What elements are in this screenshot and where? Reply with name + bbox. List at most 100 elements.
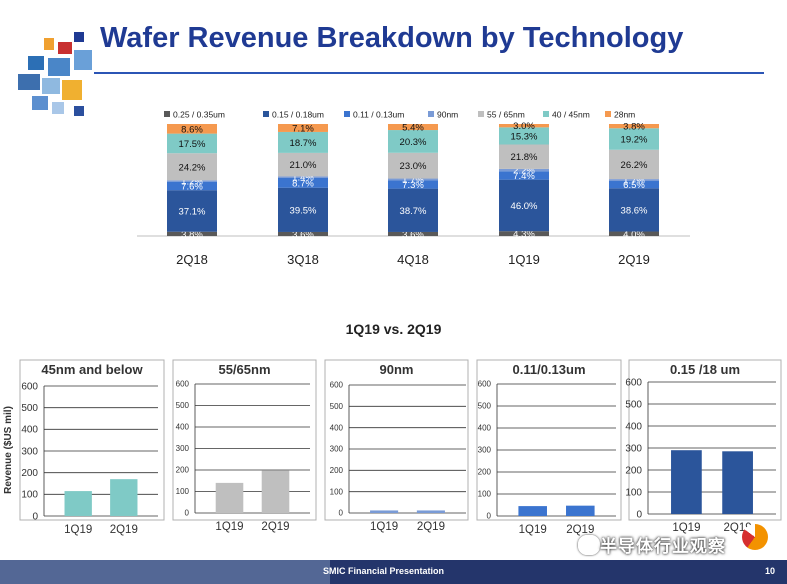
stacked-segment (167, 180, 217, 182)
stacked-segment (499, 127, 549, 145)
segment-data-label: 46.0% (511, 201, 538, 212)
mini-chart-frame (324, 359, 469, 521)
segment-data-label: 7.4% (513, 171, 535, 182)
mini-bar (518, 506, 547, 516)
page-number: 10 (764, 566, 775, 576)
charts-canvas: 0.25 / 0.35um 0.15 / 0.18um 0.11 / 0.13um 9… (3, 110, 782, 536)
segment-data-label: 26.2% (621, 160, 648, 171)
segment-data-label: 3.6% (292, 229, 314, 240)
mini-x-tick-label: 1Q19 (215, 521, 243, 533)
mini-y-tick-label: 100 (176, 487, 190, 496)
footer-pattern (0, 560, 330, 584)
mini-x-tick-label: 1Q19 (672, 522, 700, 534)
segment-data-label: 7.1% (292, 123, 314, 134)
segment-data-label: 2.2% (513, 166, 535, 177)
mini-y-tick-label: 300 (176, 444, 190, 453)
mini-y-tick-label: 200 (478, 468, 492, 477)
category-tick-label: 2Q18 (176, 252, 208, 267)
segment-data-label: 23.0% (400, 161, 427, 172)
segment-data-label: 38.6% (621, 205, 648, 216)
legend-swatch-0 (164, 111, 170, 117)
mini-x-tick-label: 2Q19 (261, 521, 289, 533)
mini-bar (722, 451, 753, 514)
stacked-segment (278, 187, 328, 232)
segment-data-label: 1.7% (623, 176, 645, 187)
mini-bar (215, 482, 244, 513)
mini-y-tick-label: 0 (32, 511, 38, 522)
footer-text: SMIC Financial Presentation (323, 566, 445, 576)
mini-chart-frame (19, 359, 165, 521)
segment-data-label: 3.8% (181, 229, 203, 240)
stacked-segment (609, 149, 659, 180)
stacked-segment (278, 177, 328, 188)
stacked-segment (388, 178, 438, 181)
mini-y-tick-label: 400 (478, 424, 492, 433)
stacked-segment (388, 124, 438, 131)
mini-bar (64, 491, 92, 516)
stacked-segment (499, 231, 549, 236)
legend-label-2: 0.11 / 0.13um (353, 110, 404, 120)
mini-y-tick-label: 200 (625, 465, 642, 476)
segment-data-label: 8.7% (292, 178, 314, 189)
mini-y-tick-label: 100 (478, 490, 492, 499)
stacked-segment (388, 188, 438, 232)
stacked-segment (499, 179, 549, 232)
segment-data-label: 15.3% (511, 131, 538, 142)
segment-data-label: 19.2% (621, 135, 648, 146)
stacked-segment (278, 152, 328, 177)
mini-x-tick-label: 1Q19 (64, 524, 92, 536)
mini-chart-frame (172, 359, 317, 521)
stacked-segment (167, 133, 217, 154)
stacked-segment (609, 181, 659, 189)
mini-x-tick-label: 2Q19 (566, 524, 594, 536)
stacked-segment (278, 131, 328, 153)
mini-chart-title: 45nm and below (41, 362, 143, 377)
segment-data-label: 3.8% (623, 122, 645, 133)
legend-label-6: 28nm (614, 110, 635, 120)
segment-data-label: 3.0% (513, 121, 535, 132)
stacked-segment (499, 124, 549, 128)
segment-data-label: 4.3% (513, 229, 535, 240)
category-tick-label: 4Q18 (397, 252, 429, 267)
mini-y-tick-label: 200 (176, 466, 190, 475)
stacked-segment (167, 181, 217, 191)
legend-swatch-5 (543, 111, 549, 117)
mini-y-tick-label: 0 (339, 509, 344, 518)
comparison-title: 1Q19 vs. 2Q19 (345, 321, 442, 337)
stacked-segment (388, 231, 438, 236)
mini-x-tick-label: 1Q19 (519, 524, 547, 536)
mini-y-tick-label: 400 (176, 423, 190, 432)
stacked-segment (388, 180, 438, 189)
mini-y-tick-label: 200 (330, 466, 344, 475)
segment-data-label: 18.7% (290, 138, 317, 149)
mini-y-tick-label: 500 (625, 399, 642, 410)
stacked-segment (278, 176, 328, 178)
segment-data-label: 7.6% (181, 181, 203, 192)
legend-label-3: 90nm (437, 110, 458, 120)
stacked-segment (499, 171, 549, 180)
watermark-logo-icon (742, 524, 768, 550)
legend-swatch-4 (478, 111, 484, 117)
stacked-segment (167, 153, 217, 181)
legend-label-4: 55 / 65nm (487, 110, 525, 120)
mini-y-tick-label: 400 (21, 425, 38, 436)
mini-y-tick-label: 400 (625, 421, 642, 432)
stacked-segment (388, 130, 438, 153)
mini-bar (416, 510, 445, 513)
wechat-icon (578, 535, 600, 555)
legend-swatch-2 (344, 111, 350, 117)
mini-y-tick-label: 0 (636, 509, 642, 520)
stacked-segment (609, 231, 659, 236)
segment-data-label: 39.5% (290, 205, 317, 216)
stacked-segment (167, 231, 217, 236)
mini-chart-frame (476, 359, 622, 521)
mini-y-axis-label: Revenue ($US mil) (3, 406, 14, 494)
segment-data-label: 1.7% (402, 175, 424, 186)
mini-y-tick-label: 500 (21, 403, 38, 414)
segment-data-label: 6.5% (623, 180, 645, 191)
mini-x-tick-label: 2Q19 (417, 521, 445, 533)
segment-data-label: 1.4% (292, 173, 314, 184)
segment-data-label: 38.7% (400, 206, 427, 217)
mini-y-tick-label: 300 (625, 443, 642, 454)
mini-y-tick-label: 100 (330, 487, 344, 496)
